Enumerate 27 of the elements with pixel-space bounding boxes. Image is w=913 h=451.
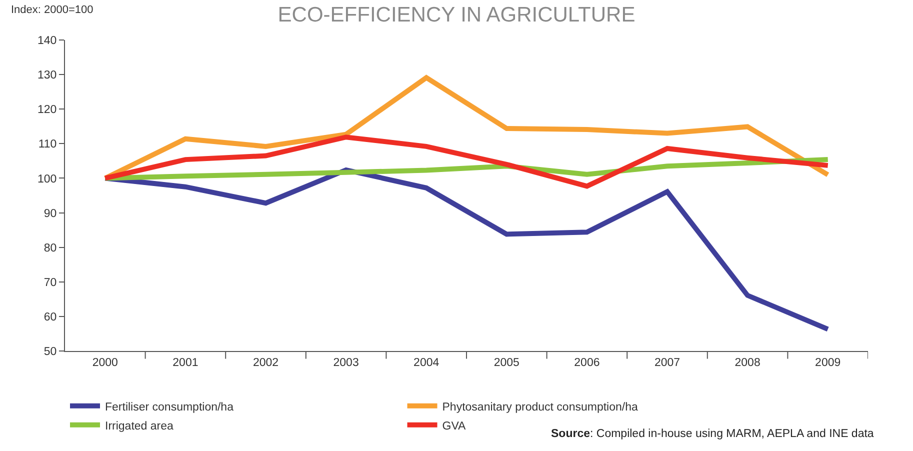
y-tick-label: 120 bbox=[38, 104, 57, 116]
y-tick-label: 100 bbox=[38, 173, 57, 186]
y-tick-label: 130 bbox=[38, 70, 57, 82]
y-tick-label: 140 bbox=[38, 35, 57, 48]
source-note: Source: Compiled in-house using MARM, AEPLA and INE data bbox=[551, 428, 874, 440]
y-tick-label: 70 bbox=[44, 276, 57, 289]
legend-label: Phytosanitary product consumption/ha bbox=[442, 401, 638, 414]
x-tick-label: 2002 bbox=[252, 356, 279, 369]
chart-title: ECO-EFFICIENCY IN AGRICULTURE bbox=[278, 3, 636, 26]
x-tick-label: 2000 bbox=[92, 356, 118, 369]
legend-label: Irrigated area bbox=[105, 420, 174, 432]
y-tick-label: 60 bbox=[44, 311, 57, 324]
y-tick-label: 90 bbox=[44, 208, 57, 220]
y-tick-label: 80 bbox=[44, 242, 57, 254]
x-tick-label: 2007 bbox=[654, 356, 680, 369]
legend-label: GVA bbox=[442, 420, 466, 432]
x-tick-label: 2005 bbox=[494, 356, 520, 369]
legend-label: Fertiliser consumption/ha bbox=[105, 401, 234, 414]
x-tick-label: 2006 bbox=[574, 356, 600, 369]
y-tick-label: 110 bbox=[38, 138, 57, 151]
x-tick-label: 2001 bbox=[172, 356, 198, 369]
x-tick-label: 2003 bbox=[333, 356, 359, 369]
x-tick-label: 2004 bbox=[414, 356, 440, 369]
y-axis-title: Index: 2000=100 bbox=[11, 4, 94, 16]
x-tick-label: 2009 bbox=[815, 356, 841, 369]
x-tick-label: 2008 bbox=[734, 356, 760, 369]
y-tick-label: 50 bbox=[44, 346, 57, 358]
